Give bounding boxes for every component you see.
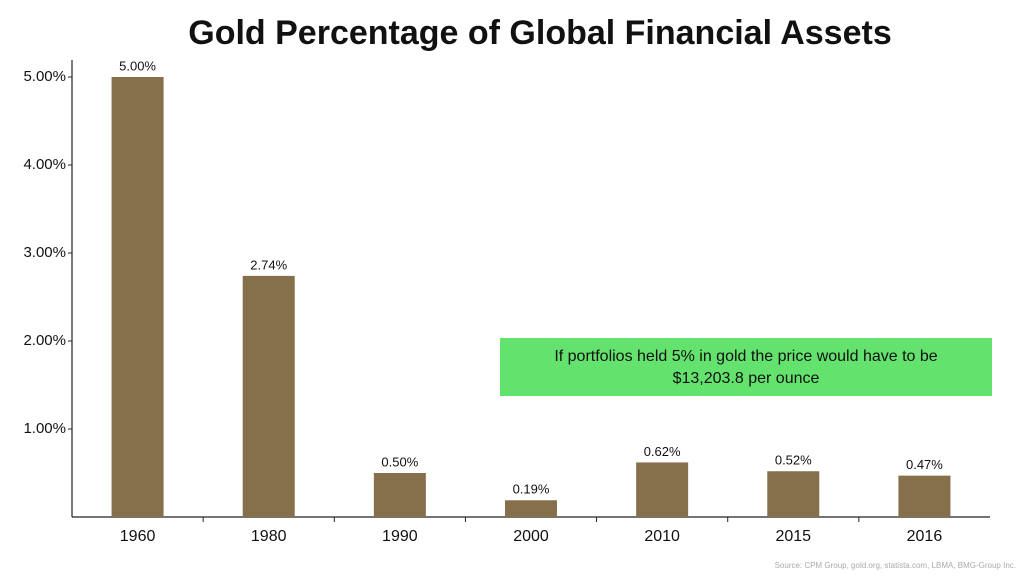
bar: [767, 471, 820, 517]
x-tick-label: 1960: [120, 528, 156, 545]
bar: [636, 462, 689, 517]
value-label: 0.19%: [513, 482, 550, 497]
y-tick-label: 3.00%: [23, 244, 66, 261]
y-tick-label: 2.00%: [23, 332, 66, 349]
bar: [505, 500, 557, 517]
value-label: 5.00%: [119, 58, 156, 73]
y-tick-label: 4.00%: [23, 156, 66, 173]
y-tick-label: 1.00%: [23, 420, 66, 437]
y-tick-label: 5.00%: [23, 68, 66, 85]
source-note: Source: CPM Group, gold.org, statista.co…: [775, 561, 1016, 570]
bar: [111, 77, 164, 517]
x-tick-label: 2016: [907, 528, 943, 545]
value-label: 2.74%: [250, 257, 287, 272]
bar: [242, 275, 295, 517]
annotation-text: $13,203.8 per ounce: [673, 370, 820, 387]
chart-title: Gold Percentage of Global Financial Asse…: [188, 14, 891, 52]
value-label: 0.47%: [906, 457, 943, 472]
annotation-text: If portfolios held 5% in gold the price …: [554, 348, 937, 365]
bar: [898, 475, 951, 517]
annotation-box: [500, 338, 992, 396]
value-label: 0.62%: [644, 444, 681, 459]
value-label: 0.52%: [775, 453, 812, 468]
x-tick-label: 2015: [775, 528, 811, 545]
value-label: 0.50%: [381, 454, 418, 469]
x-tick-label: 1990: [382, 528, 418, 545]
x-tick-label: 1980: [251, 528, 287, 545]
x-tick-label: 2010: [644, 528, 680, 545]
bar: [373, 473, 426, 517]
x-tick-label: 2000: [513, 528, 549, 545]
